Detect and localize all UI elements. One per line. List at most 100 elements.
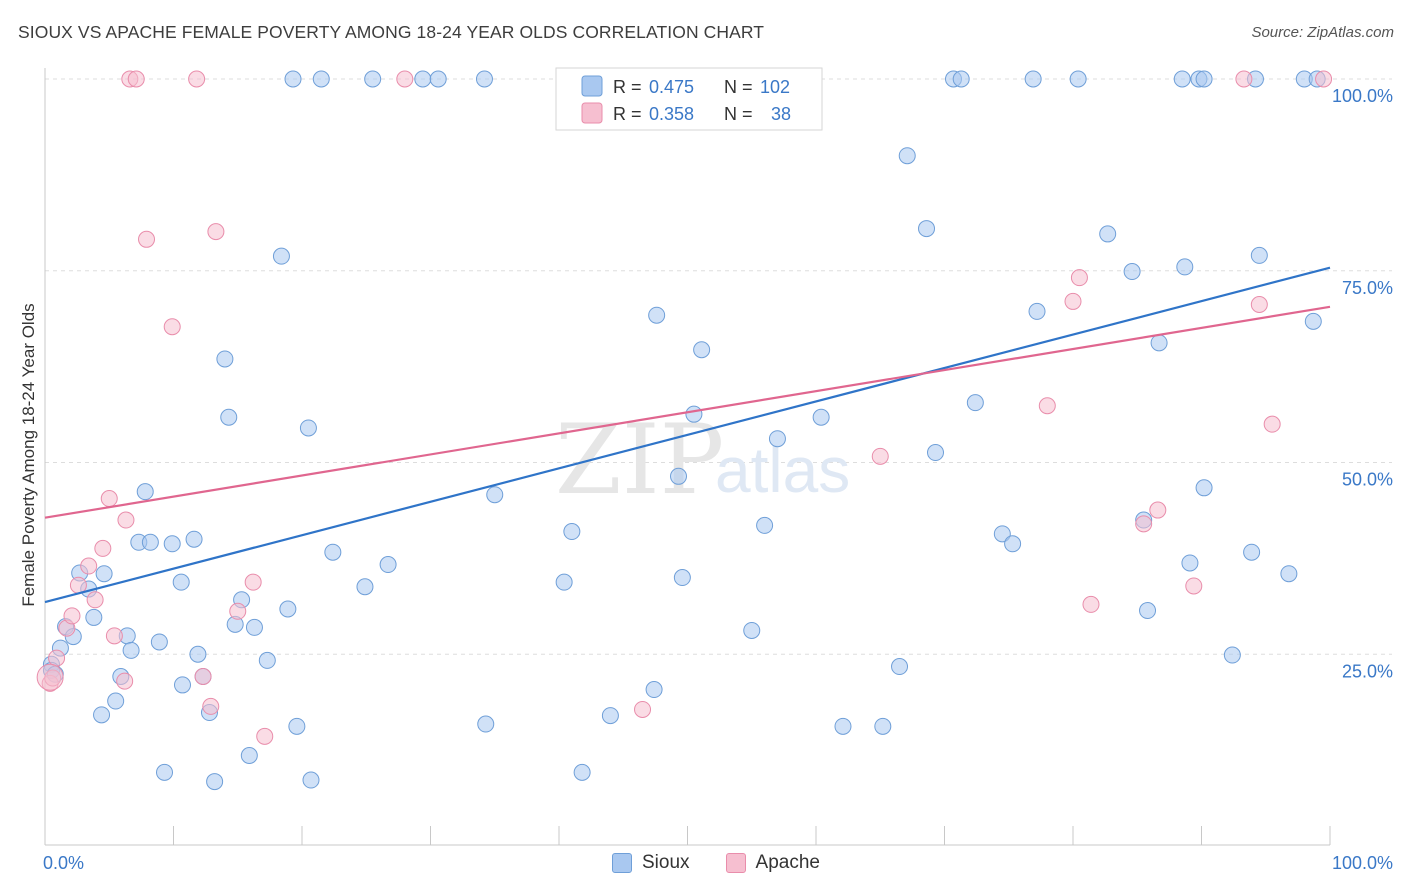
sioux-point-23 xyxy=(185,530,203,548)
chart-title: SIOUX VS APACHE FEMALE POVERTY AMONG 18-… xyxy=(18,22,765,42)
sioux-point-10 xyxy=(95,565,113,583)
sioux-point-9 xyxy=(93,706,111,724)
bottom-legend-sioux: Sioux xyxy=(612,852,690,874)
apache-point-17 xyxy=(207,223,225,241)
x-tick-label-1: 100.0% xyxy=(1332,853,1393,873)
sioux-point-81 xyxy=(1304,312,1322,330)
labels-layer: 25.0% 50.0% 75.0% 100.0% 0.0% 100.0% xyxy=(43,86,1393,873)
apache-point-15 xyxy=(194,667,212,685)
sioux-point-77 xyxy=(1223,646,1241,664)
sioux-point-17 xyxy=(141,533,159,551)
sioux-point-47 xyxy=(573,763,591,781)
apache-point-34 xyxy=(188,70,206,88)
sioux-point-41 xyxy=(356,578,374,596)
sioux-point-94 xyxy=(1173,70,1191,88)
bottom-legend-swatch-sioux xyxy=(612,853,632,873)
sioux-point-43 xyxy=(477,715,495,733)
sioux-trend-line xyxy=(44,266,1331,604)
sioux-point-66 xyxy=(993,525,1011,543)
apache-point-30 xyxy=(1250,295,1268,313)
sioux-point-48 xyxy=(601,707,619,725)
apache-point-37 xyxy=(1315,70,1333,88)
legend-r-value-sioux: 0.475 xyxy=(649,77,694,97)
apache-point-27 xyxy=(1135,515,1153,533)
apache-trend-line xyxy=(44,305,1331,519)
sioux-point-70 xyxy=(1123,263,1141,281)
apache-point-9 xyxy=(100,490,118,508)
sioux-point-49 xyxy=(645,681,663,699)
apache-point-13 xyxy=(138,230,156,248)
apache-point-25 xyxy=(1070,269,1088,287)
sioux-point-69 xyxy=(1099,225,1117,243)
sioux-point-93 xyxy=(1069,70,1087,88)
sioux-point-32 xyxy=(240,746,258,764)
sioux-point-24 xyxy=(189,645,207,663)
sioux-point-68 xyxy=(1028,302,1046,320)
legend-box: R = 0.475 N = 102 R = 0.358 N = 38 xyxy=(555,67,823,131)
sioux-point-19 xyxy=(156,763,174,781)
apache-point-10 xyxy=(105,627,123,645)
sioux-point-38 xyxy=(299,419,317,437)
sioux-point-53 xyxy=(685,405,703,423)
apache-point-4 xyxy=(63,607,81,625)
sioux-point-34 xyxy=(258,651,276,669)
sioux-point-50 xyxy=(648,306,666,324)
sioux-point-78 xyxy=(1243,543,1261,561)
y-tick-label-0: 25.0% xyxy=(1342,661,1393,681)
sioux-point-65 xyxy=(966,394,984,412)
apache-point-8 xyxy=(94,539,112,557)
apache-point-21 xyxy=(634,700,652,718)
legend-n-value-apache: 38 xyxy=(771,104,791,124)
apache-point-33 xyxy=(127,70,145,88)
sioux-point-56 xyxy=(756,516,774,534)
sioux-point-45 xyxy=(555,573,573,591)
sioux-point-79 xyxy=(1250,246,1268,264)
sioux-point-22 xyxy=(173,676,191,694)
apache-point-16 xyxy=(202,697,220,715)
sioux-point-82 xyxy=(284,70,302,88)
legend-n-label-apache: N = xyxy=(724,104,753,124)
sioux-point-54 xyxy=(693,341,711,359)
x-tick-label-0: 0.0% xyxy=(43,853,84,873)
legend-r-label-apache: R = xyxy=(613,104,642,124)
bottom-legend-swatch-apache xyxy=(725,853,746,873)
bottom-legend-label-sioux: Sioux xyxy=(642,852,690,873)
sioux-point-28 xyxy=(216,350,234,368)
sioux-point-84 xyxy=(364,70,382,88)
sioux-point-11 xyxy=(107,692,125,710)
bottom-legend-label-apache: Apache xyxy=(755,852,820,873)
apache-point-26 xyxy=(1082,595,1100,613)
sioux-point-73 xyxy=(1150,334,1168,352)
source-label: Source: ZipAtlas.com xyxy=(1251,24,1394,41)
sioux-point-87 xyxy=(475,70,493,88)
sioux-point-8 xyxy=(85,608,103,626)
trend-layer xyxy=(44,266,1331,604)
apache-point-cluster xyxy=(36,663,64,691)
apache-point-2 xyxy=(48,649,66,667)
apache-point-19 xyxy=(244,573,262,591)
sioux-point-96 xyxy=(1195,70,1213,88)
sioux-point-57 xyxy=(768,430,786,448)
sioux-point-80 xyxy=(1280,565,1298,583)
apache-point-7 xyxy=(86,591,104,609)
apache-point-36 xyxy=(1235,70,1253,88)
y-tick-label-1: 50.0% xyxy=(1342,470,1393,490)
sioux-point-58 xyxy=(812,408,830,426)
sioux-point-59 xyxy=(834,717,852,735)
legend-r-label-sioux: R = xyxy=(613,77,642,97)
sioux-point-92 xyxy=(1024,70,1042,88)
sioux-point-86 xyxy=(429,70,447,88)
sioux-point-63 xyxy=(918,220,936,238)
watermark-zip: ZIP xyxy=(555,404,724,516)
sioux-point-36 xyxy=(279,600,297,618)
sioux-point-52 xyxy=(673,569,691,587)
sioux-point-60 xyxy=(874,717,892,735)
sioux-point-72 xyxy=(1139,602,1157,620)
sioux-point-74 xyxy=(1176,258,1194,276)
watermark-atlas: atlas xyxy=(715,434,850,506)
apache-point-31 xyxy=(1263,415,1281,433)
apache-point-23 xyxy=(1038,397,1056,415)
points-layer xyxy=(36,70,1333,791)
sioux-point-37 xyxy=(288,717,306,735)
